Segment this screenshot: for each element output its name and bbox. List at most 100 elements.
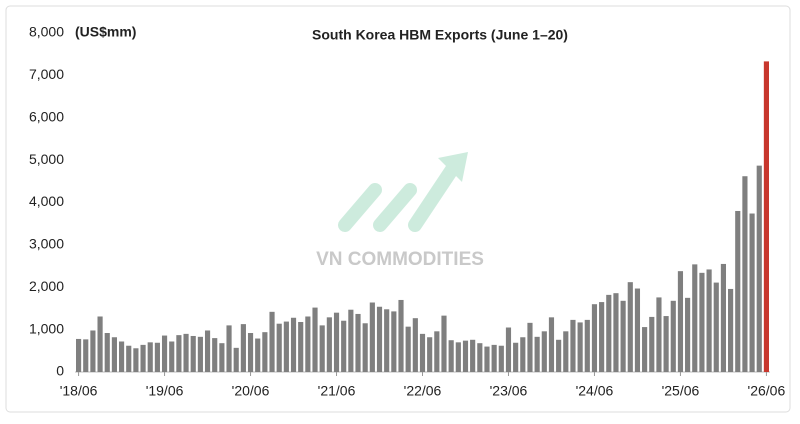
bar xyxy=(362,323,368,372)
bar xyxy=(355,313,361,372)
bar xyxy=(133,348,139,372)
bar xyxy=(384,309,390,372)
watermark: VN COMMODITIES xyxy=(316,249,484,270)
bar xyxy=(269,311,275,372)
x-tick-label: '18/06 xyxy=(60,383,98,399)
bar xyxy=(756,165,762,372)
bar xyxy=(369,302,375,372)
frame xyxy=(5,5,791,413)
bar xyxy=(570,319,576,372)
bar xyxy=(197,336,203,372)
bar xyxy=(584,319,590,372)
x-tick-label: '22/06 xyxy=(404,383,442,399)
bar xyxy=(190,335,196,372)
bar xyxy=(498,345,504,372)
bar xyxy=(176,335,182,372)
bar xyxy=(477,343,483,372)
bar xyxy=(126,345,132,372)
bar xyxy=(720,263,727,372)
x-tick-label: '20/06 xyxy=(232,383,270,399)
bar xyxy=(240,324,246,372)
bar xyxy=(663,316,669,372)
bar xyxy=(513,342,519,372)
bar xyxy=(427,337,433,372)
bar xyxy=(262,332,268,372)
bar xyxy=(326,317,332,372)
bar xyxy=(226,325,232,372)
bar xyxy=(76,338,82,372)
y-tick-label: 3,000 xyxy=(29,236,64,252)
bar xyxy=(735,210,741,372)
bar xyxy=(333,312,340,372)
bar xyxy=(670,300,676,372)
bar xyxy=(255,338,261,372)
bar xyxy=(434,331,440,372)
bar xyxy=(247,333,254,372)
bar xyxy=(563,331,569,372)
bar xyxy=(699,272,705,372)
bar xyxy=(283,321,289,372)
x-tick-label: '19/06 xyxy=(146,383,184,399)
bar xyxy=(305,316,311,372)
bar xyxy=(111,337,117,372)
bar xyxy=(455,342,461,372)
bar xyxy=(606,294,612,372)
bar xyxy=(154,342,160,372)
bar xyxy=(398,299,404,372)
bar xyxy=(749,213,755,372)
bar xyxy=(204,330,211,372)
bar xyxy=(620,300,626,372)
bar xyxy=(527,322,533,372)
bar xyxy=(412,318,418,372)
bar xyxy=(692,264,698,372)
bar xyxy=(591,304,598,372)
bar xyxy=(233,347,239,372)
x-tick-label: '21/06 xyxy=(318,383,356,399)
chart-title: South Korea HBM Exports (June 1–20) xyxy=(312,27,568,43)
y-tick-label: 7,000 xyxy=(29,66,64,82)
bar xyxy=(319,325,325,372)
bar xyxy=(405,326,411,372)
y-tick-label: 0 xyxy=(56,363,64,379)
bar xyxy=(728,288,734,372)
bar xyxy=(491,344,497,372)
bar xyxy=(161,335,168,372)
bar xyxy=(713,282,719,372)
bar xyxy=(656,297,662,372)
bar xyxy=(599,302,605,372)
bar xyxy=(763,61,769,373)
bar xyxy=(83,339,89,372)
x-tick-label: '24/06 xyxy=(576,383,614,399)
bar xyxy=(520,337,526,372)
bar xyxy=(104,333,110,372)
bar xyxy=(534,336,540,372)
bar xyxy=(706,269,712,372)
bar xyxy=(462,340,469,372)
watermark-logo xyxy=(338,152,468,232)
y-tick-label: 4,000 xyxy=(29,193,64,209)
bar xyxy=(505,327,512,372)
bar xyxy=(634,288,641,372)
bar xyxy=(348,309,354,372)
bar xyxy=(642,327,648,372)
bar xyxy=(649,316,655,372)
bar xyxy=(169,341,175,372)
bar xyxy=(212,338,218,372)
y-tick-label: 1,000 xyxy=(29,320,64,336)
y-axis-label: (US$mm) xyxy=(75,24,136,40)
bar xyxy=(577,322,583,372)
bar xyxy=(484,346,490,372)
x-tick-label: '26/06 xyxy=(748,383,786,399)
bar xyxy=(541,331,547,372)
x-tick-label: '23/06 xyxy=(490,383,528,399)
bar xyxy=(742,176,748,372)
bar xyxy=(448,340,454,372)
bar xyxy=(147,342,153,372)
y-tick-label: 6,000 xyxy=(29,108,64,124)
bar xyxy=(419,333,426,372)
bar xyxy=(685,297,691,372)
bar xyxy=(341,320,347,372)
bar xyxy=(627,282,633,372)
